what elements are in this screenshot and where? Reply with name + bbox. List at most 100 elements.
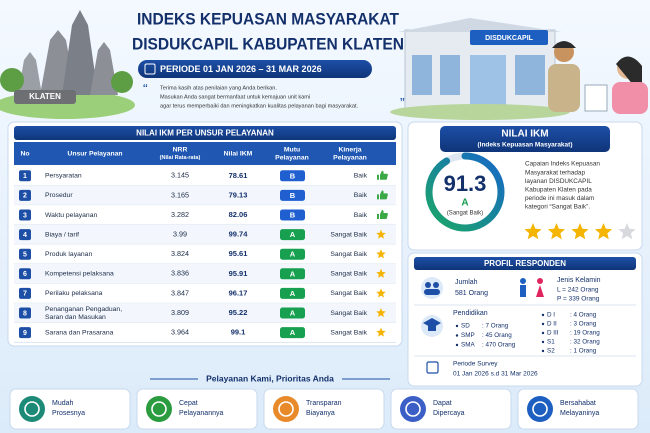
row-kinerja: Sangat Baik [330,231,367,238]
education-level: SD [461,323,470,330]
profile-title: PROFIL RESPONDEN [484,259,566,268]
row-mutu: A [290,230,296,239]
period-pill [138,60,372,78]
ikm-title: NILAI IKM [501,129,548,140]
bullet [541,322,545,326]
education-count: : 32 Orang [570,339,600,346]
star-icon [376,268,386,278]
column-header: Mutu [284,146,300,153]
mutu-badge [280,209,305,221]
thumbs-up-icon [377,210,388,219]
bullet [455,334,459,337]
table-title-bar [14,126,396,140]
footer-icon-inner [151,401,167,417]
footer-icon-inner [24,401,40,417]
row-name: Kompetensi pelaksana [45,271,114,278]
row-number: 1 [23,173,27,180]
row-number-badge [19,189,31,201]
ikm-description: layanan DISDUKCAPIL [525,178,592,185]
row-kinerja: Baik [354,192,368,199]
column-header: No [20,150,29,157]
row-number: 7 [23,291,27,298]
row-kinerja: Sangat Baik [330,251,367,258]
survey-period-value: 01 Jan 2026 s.d 31 Mar 2026 [453,371,538,378]
total-value: 581 Orang [455,290,488,297]
row-name: Prosedur [45,192,73,199]
row-number: 3 [23,212,27,219]
row-mutu: A [290,308,296,317]
row-number-badge [19,268,31,280]
row-number-badge [19,307,31,319]
row-kinerja: Sangat Baik [330,310,367,317]
gender-label: Jenis Kelamin [557,277,601,284]
row-name: Biaya / tarif [45,231,79,238]
row-name: Persyaratan [45,173,82,180]
row-number: 9 [23,330,27,337]
footer-item-text: Biayanya [306,410,335,417]
row-mutu: B [290,191,296,200]
mutu-badge [280,189,305,201]
education-label: Pendidikan [453,310,488,317]
column-header: Nilai IKM [224,150,253,157]
row-nrr: 3.145 [171,171,189,180]
footer-item-text: Melayaninya [560,410,599,417]
profile-panel [407,252,643,387]
gender-female: P = 339 Orang [557,296,600,303]
tagline: Pelayanan Kami, Prioritas Anda [206,373,334,383]
row-number: 4 [23,232,27,239]
rating-star [594,223,613,240]
row-ikm: 79.13 [229,190,248,199]
education-count: : 3 Orang [570,321,597,328]
bullet [541,313,545,317]
bullet [541,340,545,344]
row-ikm: 82.06 [229,210,248,219]
rating-star [547,223,566,240]
city-sign: KLATEN [29,92,61,101]
mutu-badge [280,287,305,299]
column-header: Pelayanan [333,154,367,161]
row-mutu: B [290,171,296,180]
footer-item-text: Mudah [52,400,74,407]
row-mutu: A [290,269,296,278]
mutu-badge [280,229,305,241]
row-number: 2 [23,193,27,200]
footer-item-text: Dipercaya [433,410,465,417]
quote-line: Terima kasih atas penilaian yang Anda be… [160,85,277,91]
row-name: Produk layanan [45,251,92,258]
row-kinerja: Sangat Baik [330,290,367,297]
row-number-badge [19,287,31,299]
row-nrr: 3.809 [171,308,189,317]
row-kinerja: Baik [354,173,368,180]
table-header [14,142,396,165]
row-number-badge [19,229,31,241]
education-count: : 1 Orang [570,348,597,355]
title-line-2: DISDUKCAPIL KABUPATEN KLATEN [132,34,404,53]
ikm-title-box [440,126,610,152]
ikm-ring [425,152,505,232]
row-name: Perilaku pelaksana [45,290,103,297]
footer-icon [273,396,299,422]
row-number-badge [19,327,31,339]
ikm-description: kategori “Sangat Baik”. [525,204,590,211]
row-number: 5 [23,252,27,259]
row-kinerja: Sangat Baik [330,271,367,278]
row-number-badge [19,170,31,182]
row-nrr: 3.165 [171,190,189,199]
period: PERIODE 01 JAN 2026 – 31 MAR 2026 [160,64,322,74]
row-name: Sarana dan Prasarana [45,329,114,336]
education-count: : 19 Orang [570,330,600,337]
education-level: D III [547,330,559,337]
education-count: : 4 Orang [570,312,597,319]
row-nrr: 3.836 [171,269,189,278]
row-nrr: 3.282 [171,210,189,219]
title-line-1: INDEKS KEPUASAN MASYARAKAT [137,9,400,28]
footer-icon-inner [532,401,548,417]
education-level: S1 [547,339,555,346]
row-ikm: 95.91 [229,269,248,278]
people-icon [421,277,443,299]
mutu-badge [280,307,305,319]
footer-items: Mudah Prosesnya Cepat Pelayanannya Transpara… [9,388,639,430]
footer-icon [146,396,172,422]
